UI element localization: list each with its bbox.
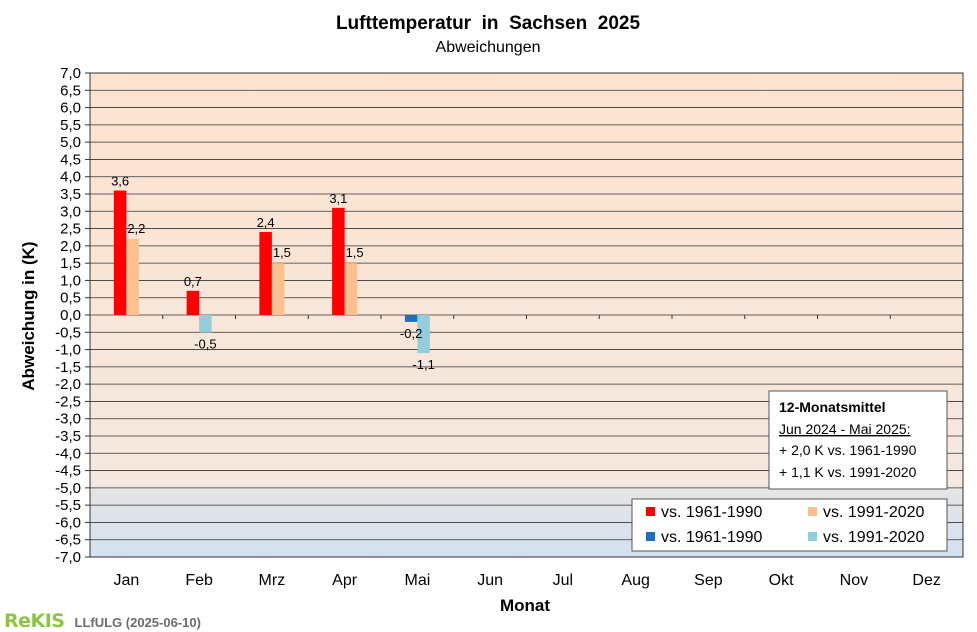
legend-swatch	[646, 532, 655, 541]
data-label: 0,7	[184, 274, 202, 289]
annotation-line: + 1,1 K vs. 1991-2020	[779, 464, 917, 480]
data-label: -0,5	[194, 336, 216, 351]
y-tick-label: 0,5	[60, 290, 81, 307]
bar	[271, 263, 285, 315]
legend-label: vs. 1961-1990	[661, 504, 763, 521]
x-tick-label: Feb	[185, 572, 213, 589]
x-tick-label: Nov	[840, 572, 868, 589]
chart-subtitle: Abweichungen	[436, 39, 541, 56]
bar	[417, 315, 430, 354]
y-tick-label: 3,5	[60, 186, 81, 203]
data-label: 1,5	[273, 245, 291, 260]
y-tick-label: 3,0	[60, 203, 81, 220]
data-labels: 3,6 0,7 2,4 3,1 -0,2 2,2 -0,5 1,5 1,5 -1,1	[111, 174, 435, 372]
x-tick-label: Jul	[553, 572, 573, 589]
x-tick-label: Aug	[621, 572, 649, 589]
credit-text: LLfULG (2025-06-10)	[74, 615, 201, 630]
y-tick-label: 5,5	[60, 117, 81, 134]
y-tick-label: 4,0	[60, 169, 81, 186]
y-tick-label: 4,5	[60, 151, 81, 168]
y-tick-label: 2,0	[60, 238, 81, 255]
y-axis-label: Abweichung in (K)	[19, 241, 38, 390]
footer: ReKIS LLfULG (2025-06-10)	[4, 610, 201, 632]
bar	[113, 190, 127, 315]
annotation-line: + 2,0 K vs. 1961-1990	[779, 442, 917, 458]
y-tick-label: 2,5	[60, 221, 81, 238]
y-tick-label: -1,5	[55, 359, 81, 376]
bar	[332, 207, 345, 315]
y-tick-label: -6,5	[55, 532, 81, 549]
x-tick-label: Mai	[404, 572, 430, 589]
y-tick-label: -3,0	[55, 411, 81, 428]
x-tick-label: Sep	[694, 572, 723, 589]
bars	[113, 190, 430, 354]
y-tick-label: -1,0	[55, 342, 81, 359]
bar	[344, 263, 358, 315]
bar	[259, 232, 272, 315]
data-label: -1,1	[412, 357, 434, 372]
legend-swatch	[808, 532, 817, 541]
y-tick-label: 5,0	[60, 134, 81, 151]
annotation-box: 12-Monatsmittel Jun 2024 - Mai 2025: + 2…	[768, 390, 948, 490]
chart-title: Lufttemperatur in Sachsen 2025	[336, 13, 641, 34]
x-tick-label: Okt	[769, 572, 794, 589]
bar	[186, 290, 200, 315]
y-tick-label: 6,0	[60, 100, 81, 117]
data-label: 2,2	[127, 221, 145, 236]
legend-label: vs. 1991-2020	[823, 529, 925, 546]
y-tick-label: 0,0	[60, 307, 81, 324]
annotation-title: 12-Monatsmittel	[779, 399, 886, 415]
y-tick-label: -4,5	[55, 463, 81, 480]
y-tick-label: -6,0	[55, 514, 81, 531]
y-axis-ticks: 7,06,56,05,55,04,54,03,53,02,52,01,51,00…	[55, 65, 81, 566]
y-tick-label: -5,5	[55, 497, 81, 514]
y-tick-label: -4,0	[55, 445, 81, 462]
bar	[199, 315, 212, 333]
legend-label: vs. 1991-2020	[823, 504, 925, 521]
x-tick-label: Jun	[477, 572, 503, 589]
legend-swatch	[808, 507, 817, 516]
annotation-period: Jun 2024 - Mai 2025:	[779, 421, 911, 437]
y-tick-label: -7,0	[55, 549, 81, 566]
x-axis-ticks: Jan Feb Mrz Apr Mai Jun Jul Aug Sep Okt Nov Dez	[113, 572, 940, 589]
x-tick-label: Apr	[332, 572, 358, 589]
data-label: 2,4	[257, 215, 275, 230]
data-label: 1,5	[346, 245, 364, 260]
y-tick-label: 1,5	[60, 255, 81, 272]
legend-label: vs. 1961-1990	[661, 529, 763, 546]
y-tick-label: -2,5	[55, 393, 81, 410]
legend: vs. 1961-1990 vs. 1991-2020 vs. 1961-199…	[631, 498, 948, 552]
bar	[126, 238, 139, 315]
data-label: -0,2	[400, 326, 422, 341]
y-tick-label: -3,5	[55, 428, 81, 445]
x-axis-label: Monat	[500, 596, 550, 615]
y-tick-label: 1,0	[60, 272, 81, 289]
x-tick-label: Dez	[912, 572, 940, 589]
legend-swatch	[646, 507, 655, 516]
bar	[404, 315, 418, 322]
y-tick-label: 7,0	[60, 65, 81, 82]
data-label: 3,1	[329, 191, 347, 206]
y-tick-label: -2,0	[55, 376, 81, 393]
y-tick-label: -0,5	[55, 324, 81, 341]
rekis-logo: ReKIS	[4, 610, 65, 632]
data-label: 3,6	[111, 174, 129, 189]
x-tick-label: Mrz	[259, 572, 286, 589]
y-tick-label: -5,0	[55, 480, 81, 497]
x-tick-label: Jan	[113, 572, 139, 589]
y-tick-label: 6,5	[60, 82, 81, 99]
